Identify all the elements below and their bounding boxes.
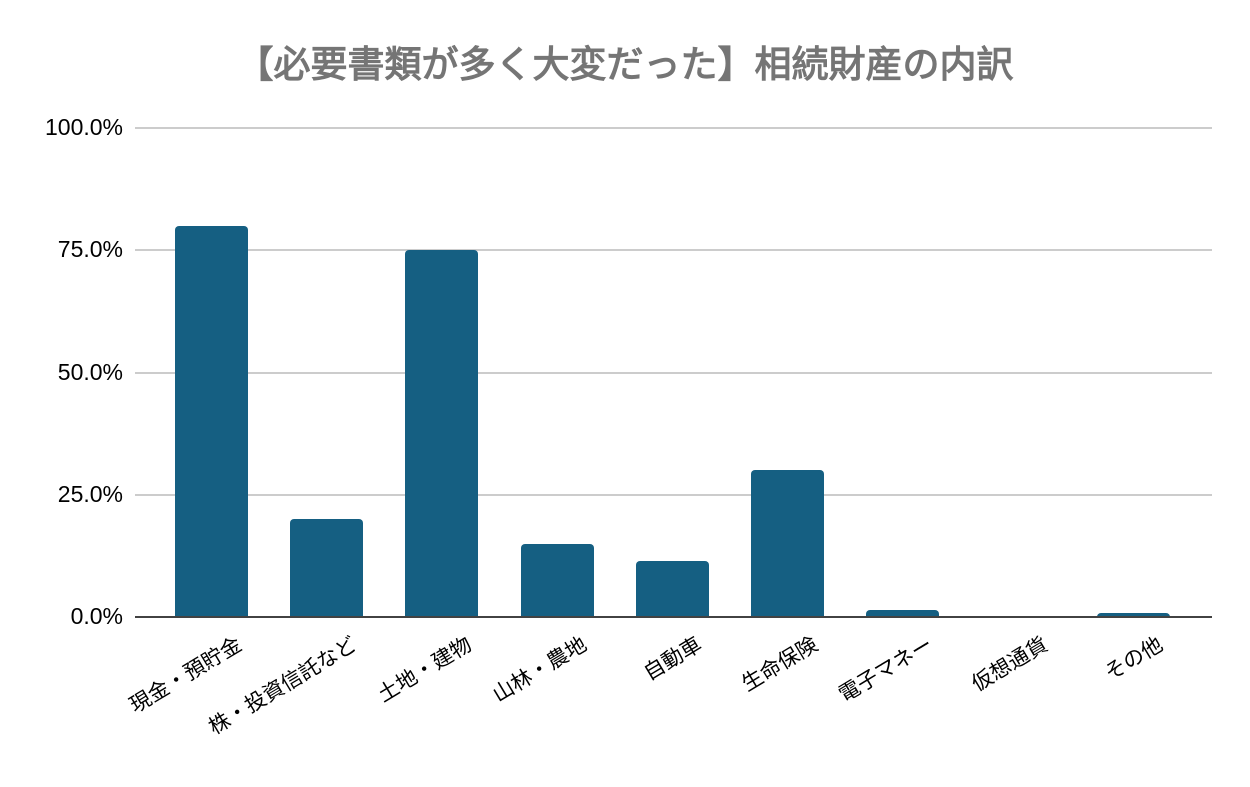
gridline (135, 127, 1212, 129)
bar-9 (1096, 613, 1170, 617)
y-tick-label: 0.0% (70, 603, 123, 629)
x-tick-label: 山林・農地 (489, 633, 591, 707)
bar-4 (520, 543, 594, 617)
x-axis-baseline (135, 616, 1212, 618)
bar-5 (635, 560, 709, 617)
x-tick-label: 株・投資信託など (204, 633, 361, 740)
bar-6 (751, 470, 824, 617)
plot-area (135, 127, 1212, 618)
gridline (135, 249, 1212, 252)
y-tick-label: 75.0% (57, 236, 123, 263)
bar-3 (405, 250, 479, 617)
gridline (135, 371, 1212, 374)
x-tick-label: 自動車 (640, 633, 707, 686)
bar-1 (175, 225, 248, 617)
x-tick-label: 現金・預貯金 (125, 633, 246, 718)
x-tick-label: 仮想通貨 (967, 633, 1052, 696)
x-tick-label: 電子マネー (834, 633, 937, 707)
chart-title: 【必要書類が多く大変だった】相続財産の内訳 (236, 44, 1014, 85)
gridline (135, 493, 1212, 496)
bar-2 (290, 519, 364, 617)
x-tick-label: 土地・建物 (373, 633, 476, 707)
x-tick-label: その他 (1101, 633, 1167, 686)
y-tick-label: 25.0% (57, 480, 123, 507)
x-tick-label: 生命保険 (737, 633, 822, 696)
y-tick-label: 100.0% (44, 114, 123, 140)
bar-7 (866, 609, 940, 617)
y-tick-label: 50.0% (57, 358, 123, 385)
